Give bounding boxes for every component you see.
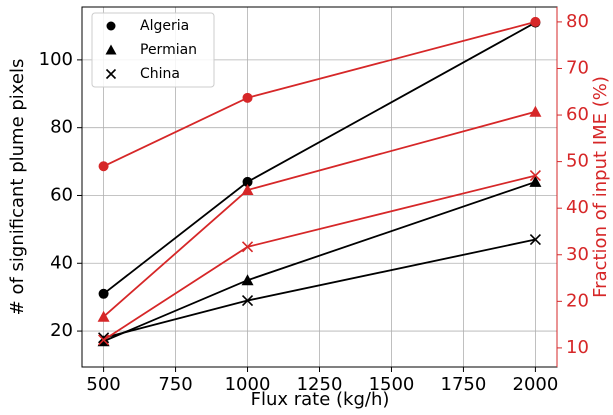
marker (529, 233, 541, 246)
marker (98, 288, 109, 299)
y2-tick-label: 40 (566, 197, 589, 218)
marker (241, 184, 254, 196)
legend-label: China (140, 66, 180, 82)
y2-tick-label: 20 (566, 290, 589, 311)
marker (529, 105, 542, 117)
marker (529, 170, 541, 182)
y-tick-label: 80 (50, 117, 73, 138)
x-tick-label: 1000 (225, 374, 271, 395)
y-axis-label: # of significant plume pixels (7, 59, 28, 316)
marker (98, 334, 110, 346)
y2-tick-label: 60 (566, 104, 589, 125)
marker (241, 241, 254, 253)
y2-tick-label: 10 (566, 337, 589, 358)
legend-label: Algeria (140, 18, 189, 34)
y2-tick-label: 70 (566, 57, 589, 78)
y2-tick-label: 50 (566, 151, 589, 172)
y-tick-label: 40 (50, 252, 73, 273)
x-tick-label: 1250 (297, 374, 343, 395)
marker (98, 332, 110, 344)
y-tick-label: 20 (50, 320, 73, 341)
x-tick-label: 1500 (369, 374, 415, 395)
marker (241, 294, 254, 307)
marker (530, 16, 541, 27)
y2-tick-label: 80 (566, 11, 589, 32)
marker (529, 175, 542, 187)
legend-box (91, 12, 215, 88)
y2-tick-label: 30 (566, 244, 589, 265)
y-tick-label: 60 (50, 184, 73, 205)
marker (98, 161, 109, 172)
x-tick-label: 2000 (513, 374, 559, 395)
x-axis-label: Flux rate (kg/h) (251, 389, 390, 410)
x-tick-label: 750 (158, 374, 192, 395)
y-tick-label: 100 (39, 49, 73, 70)
marker (105, 68, 117, 80)
marker (242, 176, 253, 187)
marker (241, 274, 254, 286)
marker (106, 21, 116, 31)
x-tick-label: 500 (86, 374, 120, 395)
x-tick-label: 1750 (441, 374, 487, 395)
y2-axis-label: Fraction of input IME (%) (590, 76, 611, 298)
marker (242, 92, 253, 103)
marker (97, 310, 110, 322)
legend-label: Permian (140, 42, 197, 58)
marker (105, 44, 117, 55)
